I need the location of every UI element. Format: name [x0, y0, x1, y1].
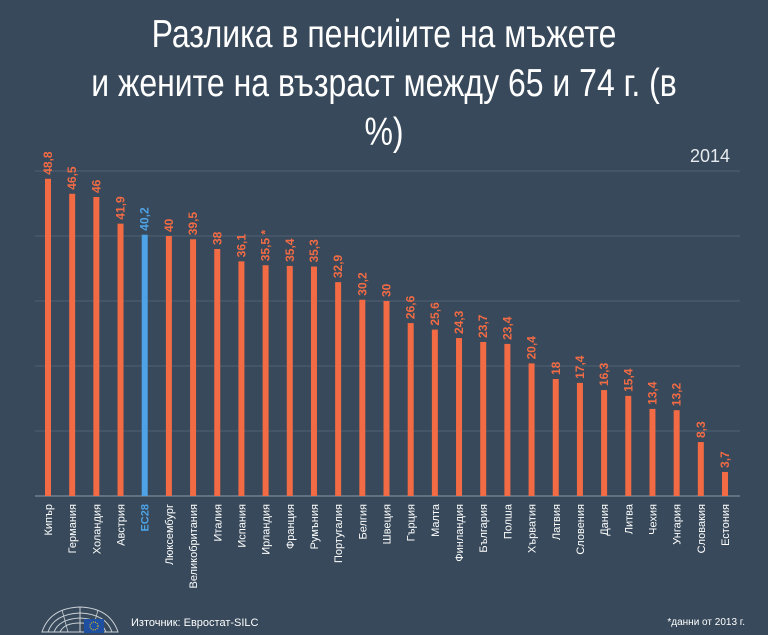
bar-22 [576, 382, 583, 496]
category-label-10: Франция [285, 504, 297, 549]
category-label-24: Литва [623, 503, 635, 534]
value-label-10: 35,4 [283, 238, 297, 262]
bar-5 [165, 236, 172, 496]
value-label-28: 3,7 [718, 451, 732, 468]
value-label-15: 26,6 [404, 295, 418, 319]
value-label-24: 15,4 [621, 368, 635, 392]
category-label-15: Гърция [406, 504, 418, 541]
bar-27 [697, 442, 704, 496]
value-label-19: 23,4 [500, 316, 514, 340]
value-label-21: 18 [549, 361, 563, 375]
category-label-16: Малта [430, 503, 442, 537]
value-label-7: 38 [210, 231, 224, 245]
category-label-11: Румъния [309, 504, 321, 549]
category-label-26: Унгария [672, 504, 684, 545]
chart-title-line-1: Разлика в пенсиiите на мъжете [151, 13, 617, 56]
value-label-26: 13,2 [670, 383, 684, 407]
value-label-6: 39,5 [186, 212, 200, 236]
bar-10 [286, 265, 293, 496]
category-label-14: Швеция [382, 504, 394, 544]
value-label-4: 40,2 [138, 207, 152, 231]
category-label-18: България [478, 504, 490, 553]
bar-3 [117, 223, 124, 496]
bar-17 [456, 338, 463, 496]
category-label-19: Полша [502, 503, 514, 539]
bar-28 [722, 471, 728, 496]
value-label-13: 30,2 [355, 272, 369, 296]
bar-4 [141, 234, 148, 496]
bar-20 [528, 363, 535, 496]
bar-9 [262, 265, 269, 496]
bar-19 [504, 343, 511, 496]
category-label-13: Белгия [357, 504, 369, 540]
value-label-23: 16,3 [597, 362, 611, 386]
bar-18 [480, 341, 487, 496]
value-label-17: 24,3 [452, 310, 466, 334]
category-label-3: Австрия [116, 504, 128, 546]
value-label-5: 40 [162, 218, 176, 232]
value-label-27: 8,3 [694, 421, 708, 438]
bar-15 [407, 323, 414, 496]
bar-26 [673, 410, 680, 496]
bar-16 [431, 329, 438, 496]
category-label-9: Ирландия [261, 504, 273, 555]
value-label-18: 23,7 [476, 314, 490, 338]
bar-0 [45, 178, 51, 497]
value-label-20: 20,4 [525, 336, 539, 360]
chart-title: Разлика в пенсиiите на мъжете и жените н… [69, 10, 699, 157]
bar-24 [625, 395, 632, 496]
year-label: 2014 [689, 146, 730, 166]
value-label-0: 48,8 [41, 151, 55, 175]
category-label-1: Германия [67, 504, 79, 553]
source-label: Източник: Евростат-SILC [131, 617, 259, 629]
bar-1 [69, 193, 76, 496]
bar-chart: 48,8 Кипър 46,5 Германия 46 Холандия 41,9 Австр… [35, 151, 740, 589]
category-label-23: Дания [599, 504, 611, 536]
bar-11 [310, 266, 317, 496]
bar-25 [649, 408, 656, 496]
category-label-2: Холандия [91, 504, 103, 554]
value-label-9: 35,5 * [259, 230, 273, 262]
category-label-6: Великобритания [188, 504, 200, 589]
value-label-2: 46 [89, 179, 103, 193]
value-label-3: 41,9 [114, 196, 128, 220]
value-label-12: 32,9 [331, 254, 345, 278]
bar-7 [214, 249, 221, 496]
bar-2 [93, 197, 100, 496]
value-label-25: 13,4 [645, 381, 659, 405]
value-label-1: 46,5 [65, 166, 79, 190]
category-label-8: Испания [236, 504, 248, 548]
chart-title-line-2: и жените на възраст между 65 и 74 г. (в … [91, 62, 677, 154]
bar-21 [552, 379, 559, 496]
category-label-22: Словения [575, 504, 587, 555]
category-label-21: Латвия [551, 504, 563, 540]
category-label-17: Финландия [454, 504, 466, 562]
category-label-0: Кипър [43, 504, 55, 536]
value-label-11: 35,3 [307, 239, 321, 263]
category-label-28: Естония [720, 504, 732, 546]
bar-6 [190, 239, 197, 496]
bar-14 [383, 301, 390, 496]
bar-8 [238, 261, 245, 496]
category-label-5: Люксембург [164, 504, 176, 565]
footnote: *данни от 2013 г. [667, 617, 745, 628]
bar-12 [335, 282, 342, 496]
european-parliament-logo [41, 606, 119, 633]
value-label-22: 17,4 [573, 355, 587, 379]
bar-23 [601, 390, 608, 496]
value-label-14: 30 [380, 283, 394, 297]
category-label-20: Хърватия [527, 504, 539, 553]
bar-13 [359, 299, 366, 496]
category-label-4: ЕС28 [140, 504, 152, 532]
category-label-7: Италия [212, 504, 224, 542]
category-label-12: Португалия [333, 504, 345, 563]
category-label-27: Словакия [696, 504, 708, 553]
value-label-16: 25,6 [428, 302, 442, 326]
value-label-8: 36,1 [234, 234, 248, 258]
category-label-25: Чехия [647, 504, 659, 535]
